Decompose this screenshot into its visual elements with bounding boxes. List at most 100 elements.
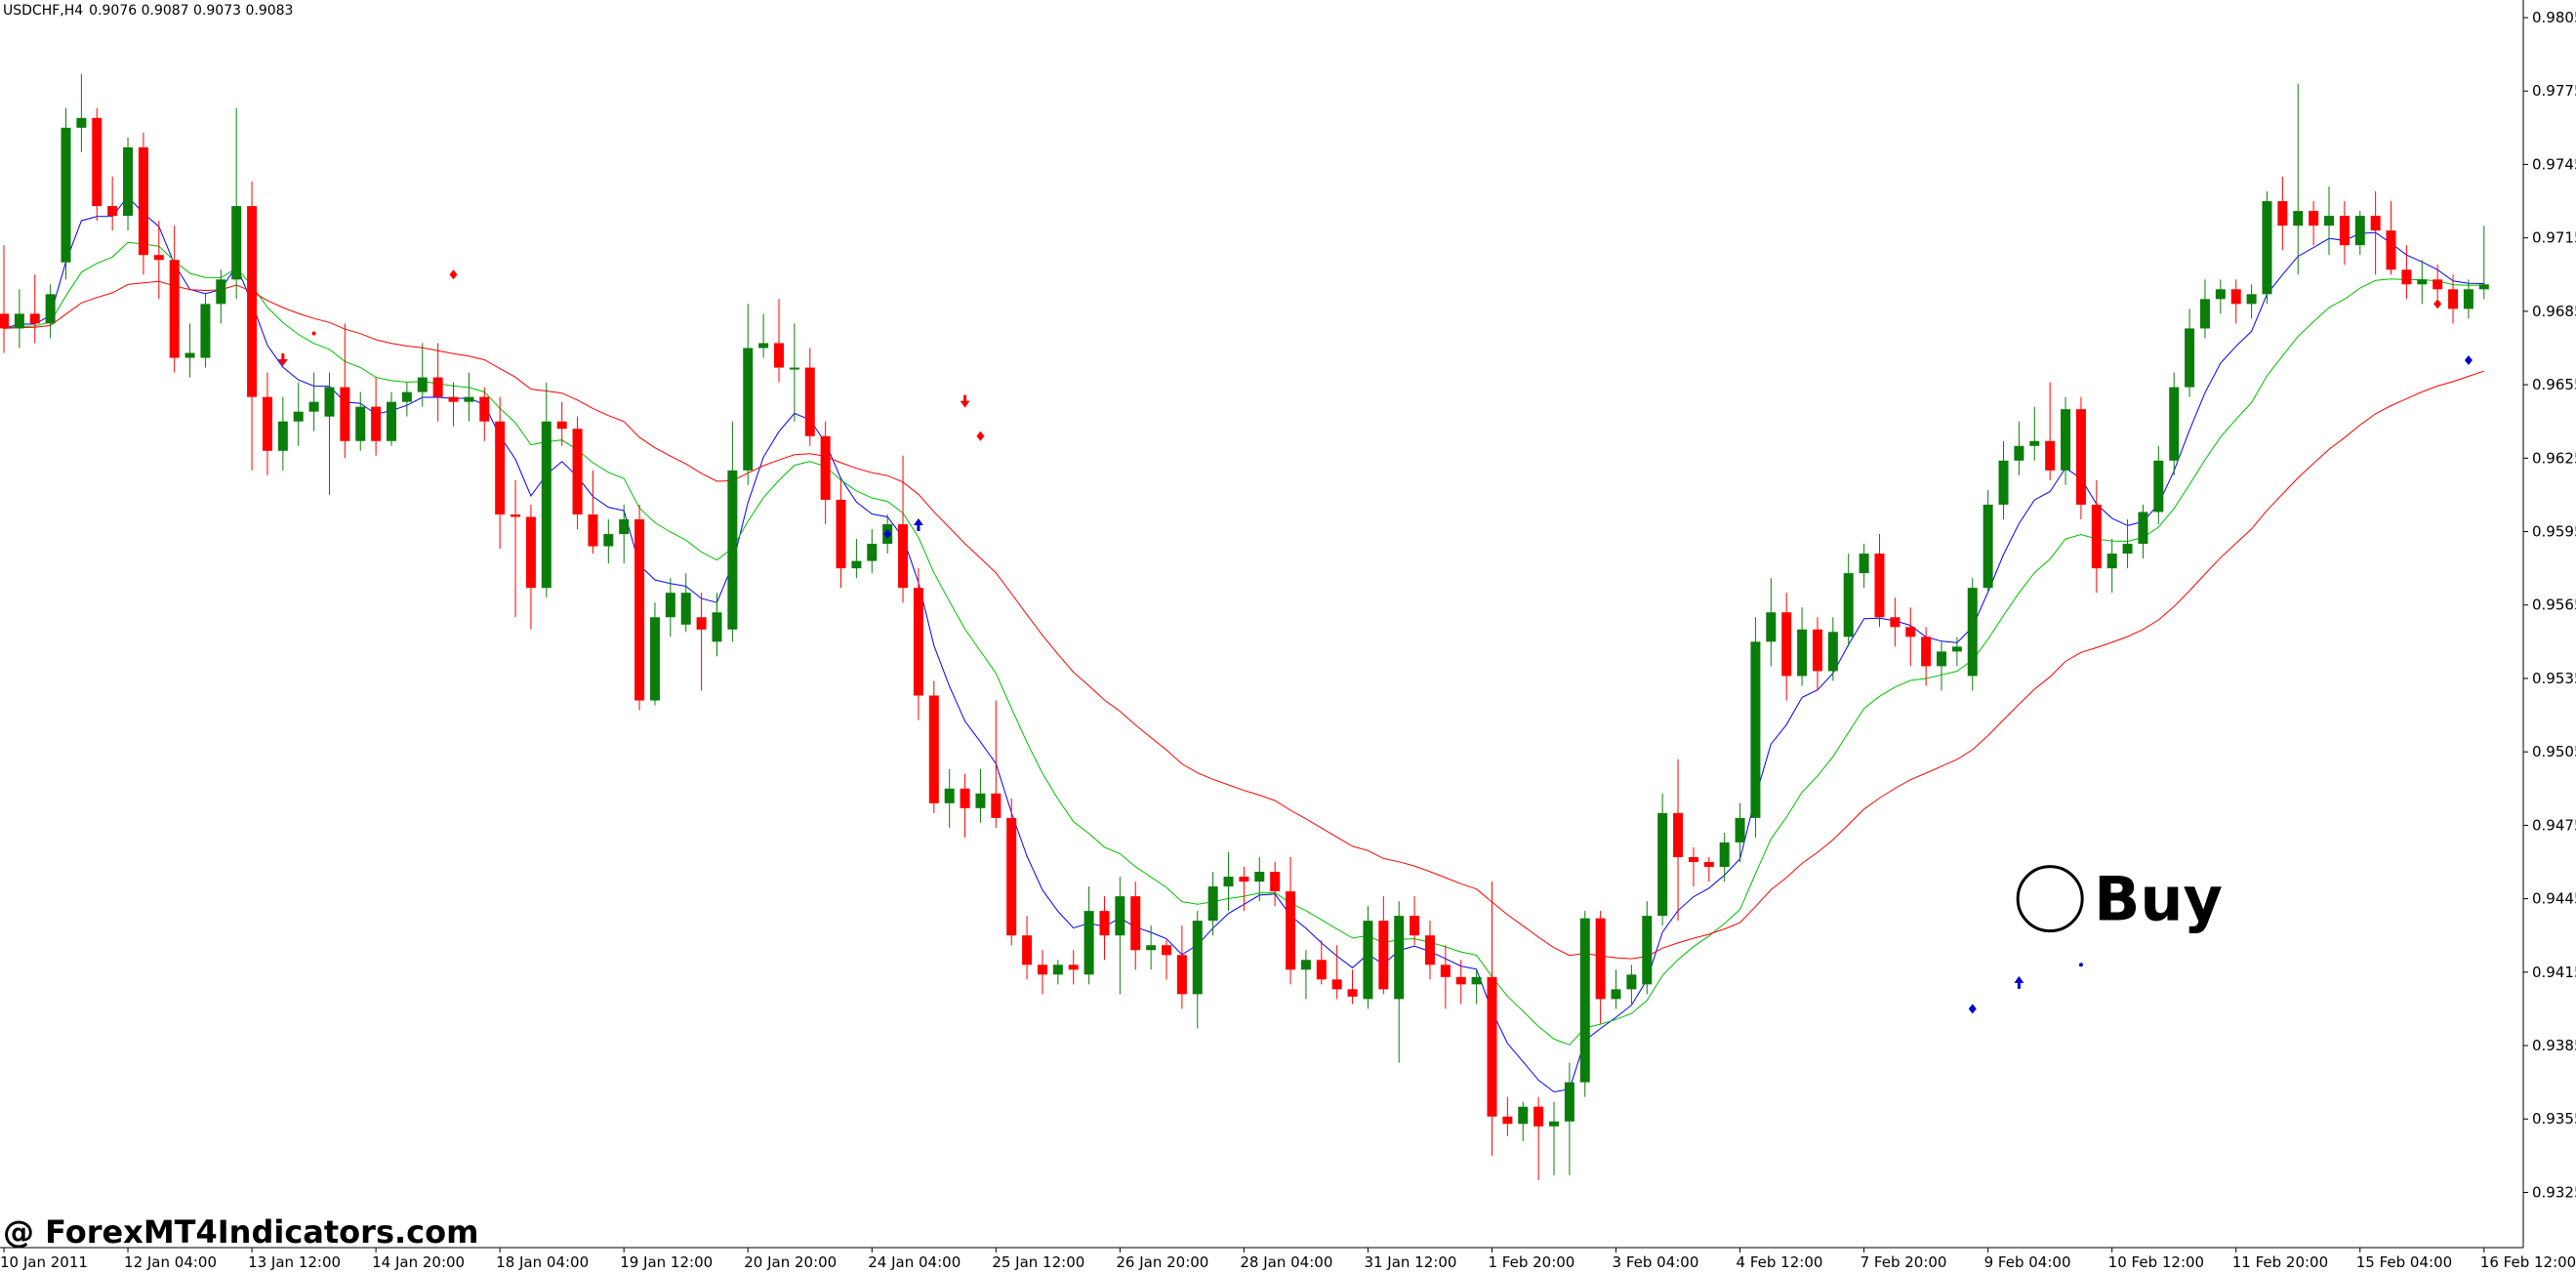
- candle: [2061, 396, 2071, 485]
- candle: [1657, 793, 1668, 926]
- candle: [619, 504, 630, 564]
- bear-candle-body: [991, 793, 1002, 818]
- bull-candle-body: [277, 421, 288, 451]
- signal-dot-icon: [2078, 963, 2083, 967]
- time-tick-label: 10 Jan 2011: [0, 1253, 88, 1271]
- bull-candle-body: [2478, 284, 2489, 290]
- candle: [712, 593, 722, 657]
- buy-signal-circle: [2016, 865, 2084, 933]
- candle: [2106, 539, 2117, 594]
- bull-candle-body: [2199, 299, 2210, 329]
- price-tick-label: 0.9715: [2532, 229, 2576, 247]
- bear-candle-body: [588, 513, 598, 547]
- candle: [1300, 950, 1311, 1000]
- bear-candle-body: [1099, 911, 1110, 936]
- bear-candle-body: [2230, 289, 2241, 305]
- candle: [262, 372, 272, 475]
- bull-candle-body: [2185, 328, 2195, 388]
- price-tick-label: 0.9385: [2532, 1037, 2576, 1054]
- price-tick-label: 0.9655: [2532, 376, 2576, 393]
- time-tick-label: 19 Jan 12:00: [620, 1253, 713, 1271]
- candle: [696, 593, 707, 691]
- candle: [2246, 284, 2257, 319]
- bull-candle-body: [1579, 918, 1590, 1083]
- time-tick-label: 28 Jan 04:00: [1240, 1253, 1332, 1271]
- bull-candle-body: [1983, 504, 1993, 589]
- bull-candle-body: [1827, 632, 1838, 672]
- candle: [1611, 969, 1621, 1009]
- bear-candle-body: [898, 524, 909, 589]
- candle: [200, 294, 211, 368]
- time-axis-ticks: 10 Jan 2011 12 Jan 04:00 13 Jan 12:00 14 Ja…: [0, 1248, 2576, 1271]
- bear-candle-body: [1487, 976, 1497, 1117]
- candle: [2075, 396, 2086, 519]
- candle: [340, 323, 350, 459]
- bear-candle-body: [1812, 629, 1822, 672]
- signals: [277, 269, 2473, 1014]
- bull-candle-body: [2463, 289, 2474, 309]
- bull-candle-body: [1642, 916, 1653, 985]
- bear-candle-body: [1703, 861, 1714, 868]
- price-tick-label: 0.9685: [2532, 303, 2576, 320]
- candle: [61, 107, 71, 280]
- candle: [1781, 593, 1792, 701]
- bear-candle-body: [1006, 817, 1017, 936]
- bull-candle-body: [1951, 646, 1962, 652]
- candle: [1223, 851, 1234, 912]
- candle: [2309, 201, 2319, 246]
- bull-candle-body: [758, 343, 769, 349]
- bull-candle-body: [200, 304, 211, 358]
- candle: [1797, 607, 1808, 686]
- ma-slow-line: [3, 280, 2484, 960]
- bear-candle-body: [1130, 896, 1141, 951]
- bull-candle-body: [851, 560, 862, 569]
- buy-diamond-icon: [883, 529, 892, 540]
- bull-candle-body: [1843, 573, 1854, 637]
- bear-candle-body: [1316, 960, 1327, 980]
- candle: [928, 680, 939, 813]
- candle: [123, 137, 134, 231]
- bear-candle-body: [634, 518, 645, 701]
- bear-candle-body: [479, 396, 490, 422]
- candle: [76, 73, 87, 152]
- bull-candle-body: [2122, 544, 2133, 554]
- bear-candle-body: [2091, 504, 2102, 569]
- bear-candle-body: [774, 343, 784, 368]
- candle: [1719, 832, 1730, 883]
- candle: [1673, 759, 1684, 922]
- bull-candle-body: [1363, 921, 1373, 1000]
- price-axis-ticks: 0.9805 0.9775 0.9745 0.9715 0.9685 0.9655 0.96…: [2523, 9, 2576, 1201]
- bear-candle-body: [1673, 812, 1684, 857]
- candle: [107, 176, 118, 231]
- bear-candle-body: [1781, 612, 1792, 677]
- bull-candle-body: [2262, 201, 2272, 295]
- price-tick-label: 0.9535: [2532, 670, 2576, 687]
- bear-candle-body: [495, 421, 506, 514]
- candle: [387, 391, 396, 446]
- time-tick-label: 20 Jan 20:00: [744, 1253, 837, 1271]
- candle: [851, 539, 862, 579]
- bull-candle-body: [1797, 629, 1808, 677]
- bear-candle-body: [1595, 918, 1606, 1000]
- bear-candle-body: [1533, 1106, 1544, 1127]
- candle: [1270, 861, 1281, 907]
- candle: [603, 518, 614, 564]
- bull-candle-body: [1750, 641, 1761, 818]
- candle: [1286, 856, 1296, 985]
- sell-diamond-icon: [449, 269, 458, 280]
- candle: [1843, 554, 1854, 647]
- price-tick-label: 0.9325: [2532, 1183, 2576, 1201]
- bear-candle-body: [169, 260, 180, 358]
- bear-candle-body: [820, 435, 831, 500]
- time-tick-label: 26 Jan 20:00: [1116, 1253, 1208, 1271]
- bear-candle-body: [340, 387, 350, 441]
- bear-candle-body: [247, 206, 258, 397]
- bull-candle-body: [324, 387, 335, 417]
- candle: [1254, 856, 1265, 902]
- candle: [1518, 1101, 1529, 1141]
- candle: [1967, 578, 1978, 691]
- candle: [649, 602, 660, 706]
- time-tick-label: 31 Jan 12:00: [1364, 1253, 1456, 1271]
- candle: [1905, 607, 1916, 667]
